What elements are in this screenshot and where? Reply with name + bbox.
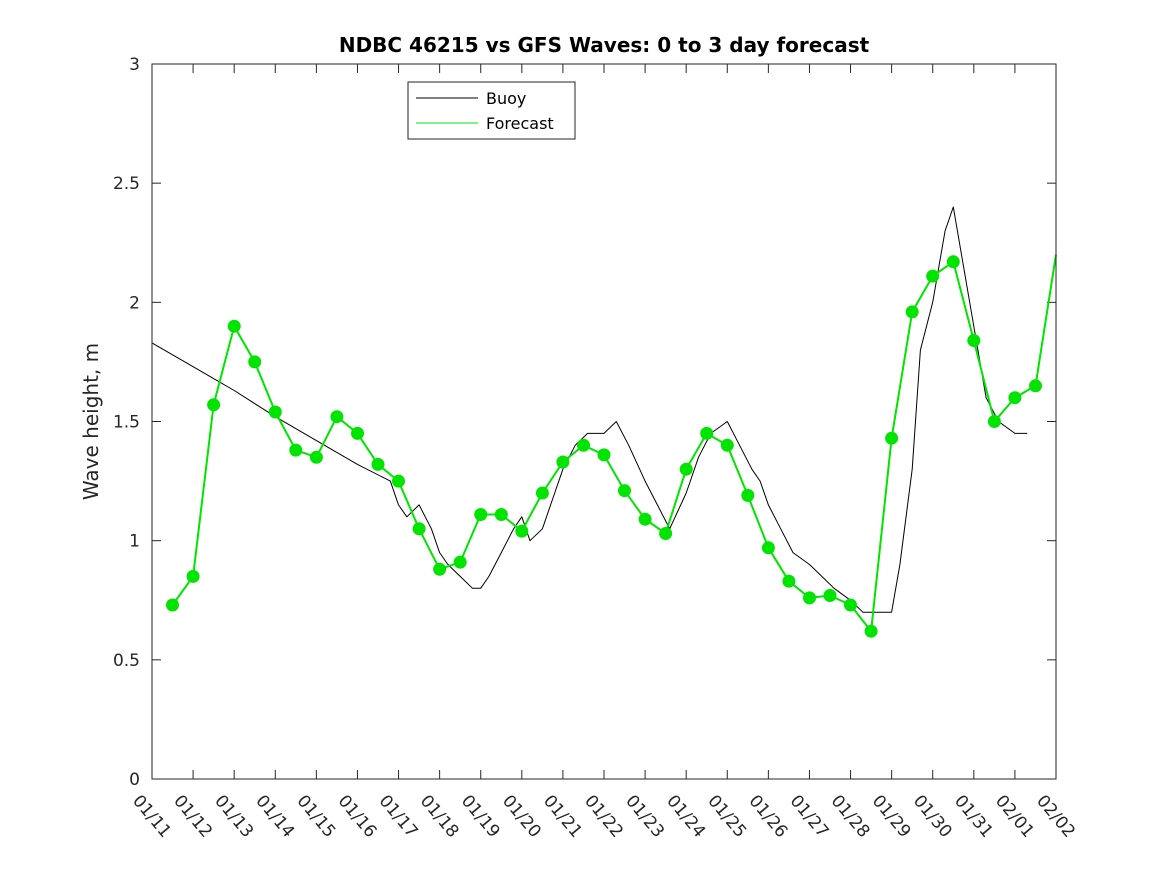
forecast-point bbox=[823, 589, 837, 602]
forecast-point bbox=[289, 443, 303, 457]
forecast-point bbox=[412, 522, 426, 536]
x-tick-label: 01/19 bbox=[457, 791, 504, 841]
y-tick-label: 3 bbox=[129, 55, 140, 75]
chart-title: NDBC 46215 vs GFS Waves: 0 to 3 day fore… bbox=[339, 33, 870, 57]
forecast-point bbox=[700, 426, 714, 440]
x-tick-label: 01/14 bbox=[251, 791, 298, 841]
legend: Buoy Forecast bbox=[407, 81, 576, 140]
x-tick-label: 01/11 bbox=[128, 791, 175, 841]
forecast-point bbox=[1008, 391, 1022, 405]
forecast-point bbox=[946, 255, 960, 269]
x-tick-label: 01/16 bbox=[334, 791, 381, 841]
forecast-point bbox=[761, 541, 775, 555]
forecast-point bbox=[885, 431, 899, 445]
forecast-point bbox=[433, 562, 447, 576]
forecast-point bbox=[186, 569, 200, 583]
forecast-point bbox=[905, 305, 919, 319]
x-tick-label: 01/23 bbox=[621, 791, 668, 841]
forecast-point bbox=[535, 486, 549, 500]
forecast-point bbox=[597, 448, 611, 462]
x-tick-label: 01/24 bbox=[662, 791, 709, 841]
x-tick-label: 01/28 bbox=[827, 791, 874, 841]
forecast-markers bbox=[166, 255, 1042, 638]
y-tick-label: 1 bbox=[129, 532, 140, 552]
x-tick-label: 01/27 bbox=[786, 791, 833, 841]
forecast-point bbox=[679, 462, 693, 476]
forecast-point bbox=[166, 598, 179, 612]
forecast-point bbox=[248, 355, 262, 369]
x-tick-label: 01/17 bbox=[375, 791, 422, 841]
x-tick-label: 01/21 bbox=[539, 791, 586, 841]
y-tick-label: 1.5 bbox=[113, 413, 140, 433]
forecast-point bbox=[227, 319, 241, 333]
forecast-point bbox=[577, 438, 590, 452]
buoy-line bbox=[151, 206, 1028, 613]
forecast-point bbox=[309, 450, 323, 464]
x-tick-label: 01/12 bbox=[169, 791, 216, 841]
forecast-point bbox=[987, 415, 1001, 428]
x-tick-label: 02/02 bbox=[1032, 791, 1079, 841]
y-tick-label: 0 bbox=[129, 770, 140, 790]
forecast-point bbox=[803, 591, 816, 605]
legend-buoy-label: Buoy bbox=[486, 89, 526, 108]
x-tick-label: 01/25 bbox=[703, 791, 750, 841]
forecast-point bbox=[515, 524, 529, 538]
forecast-point bbox=[1029, 379, 1042, 393]
x-tick-label: 01/26 bbox=[745, 791, 792, 841]
forecast-point bbox=[967, 334, 981, 347]
x-tick-label: 01/18 bbox=[416, 791, 463, 841]
x-tick-label: 01/15 bbox=[293, 791, 340, 841]
forecast-point bbox=[207, 398, 221, 412]
forecast-point bbox=[556, 455, 570, 469]
x-tick-label: 01/13 bbox=[210, 791, 257, 841]
x-tick-label: 01/20 bbox=[498, 791, 545, 841]
forecast-point bbox=[453, 555, 467, 569]
forecast-point bbox=[392, 474, 405, 488]
x-tick-label: 01/30 bbox=[909, 791, 956, 841]
plot-area bbox=[152, 64, 1056, 779]
legend-box bbox=[407, 81, 576, 140]
x-tick-label: 01/29 bbox=[868, 791, 915, 841]
forecast-point bbox=[720, 438, 734, 452]
y-tick-label: 0.5 bbox=[113, 651, 140, 671]
y-tick-label: 2 bbox=[129, 293, 140, 313]
forecast-point bbox=[844, 598, 857, 612]
forecast-point bbox=[268, 405, 282, 419]
forecast-point bbox=[926, 269, 940, 283]
x-tick-label: 02/01 bbox=[991, 791, 1038, 841]
legend-forecast-label: Forecast bbox=[486, 114, 554, 133]
forecast-point bbox=[638, 512, 652, 526]
forecast-line bbox=[171, 254, 1057, 633]
x-tick-label: 01/31 bbox=[950, 791, 997, 841]
plot-frame bbox=[151, 63, 1057, 780]
forecast-point bbox=[659, 527, 673, 540]
forecast-point bbox=[330, 410, 344, 424]
y-axis-label: Wave height, m bbox=[79, 343, 103, 500]
x-tick-label: 01/22 bbox=[580, 791, 627, 841]
forecast-point bbox=[351, 426, 364, 440]
y-tick-label: 2.5 bbox=[113, 174, 140, 194]
series-layer bbox=[151, 206, 1057, 633]
forecast-point bbox=[474, 508, 488, 521]
forecast-point bbox=[741, 488, 755, 502]
forecast-point bbox=[618, 484, 631, 498]
forecast-point bbox=[371, 457, 385, 471]
forecast-point bbox=[782, 574, 796, 588]
forecast-point bbox=[864, 624, 878, 638]
forecast-point bbox=[494, 508, 508, 521]
